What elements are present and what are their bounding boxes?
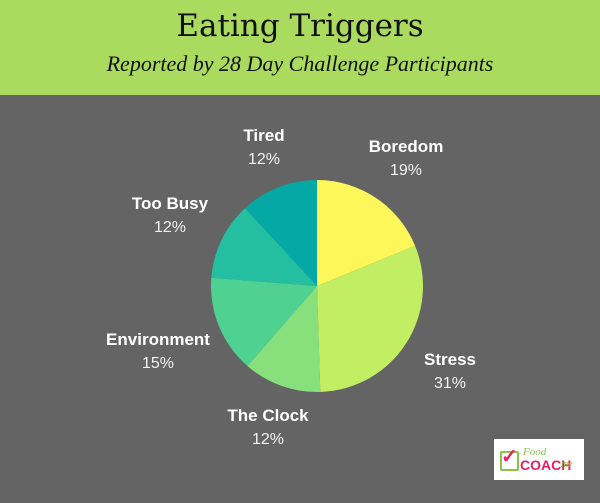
header-banner: Eating Triggers Reported by 28 Day Chall… bbox=[0, 0, 600, 95]
label-environment: Environment 15% bbox=[106, 330, 210, 372]
label-too-busy: Too Busy 12% bbox=[131, 194, 209, 236]
label-boredom: Boredom 19% bbox=[368, 137, 444, 179]
label-the-clock: The Clock 12% bbox=[227, 406, 309, 448]
checkbox-icon bbox=[500, 451, 519, 471]
checkmark-icon: ✓ bbox=[501, 446, 518, 468]
food-coach-me-logo: ✓ Food COACH me bbox=[494, 439, 584, 480]
pie-slice-stress bbox=[317, 245, 423, 392]
label-stress: Stress 31% bbox=[424, 350, 476, 392]
pie-slice-tired bbox=[245, 180, 317, 286]
pie-slice-too-busy bbox=[211, 208, 317, 286]
chart-subtitle: Reported by 28 Day Challenge Participant… bbox=[106, 51, 494, 76]
chart-title: Eating Triggers bbox=[176, 8, 424, 44]
label-tired: Tired 12% bbox=[243, 126, 285, 168]
pie-slice-environment bbox=[210, 277, 317, 367]
pie-slice-the-clock bbox=[247, 286, 321, 393]
pie-slice-boredom bbox=[317, 180, 416, 286]
